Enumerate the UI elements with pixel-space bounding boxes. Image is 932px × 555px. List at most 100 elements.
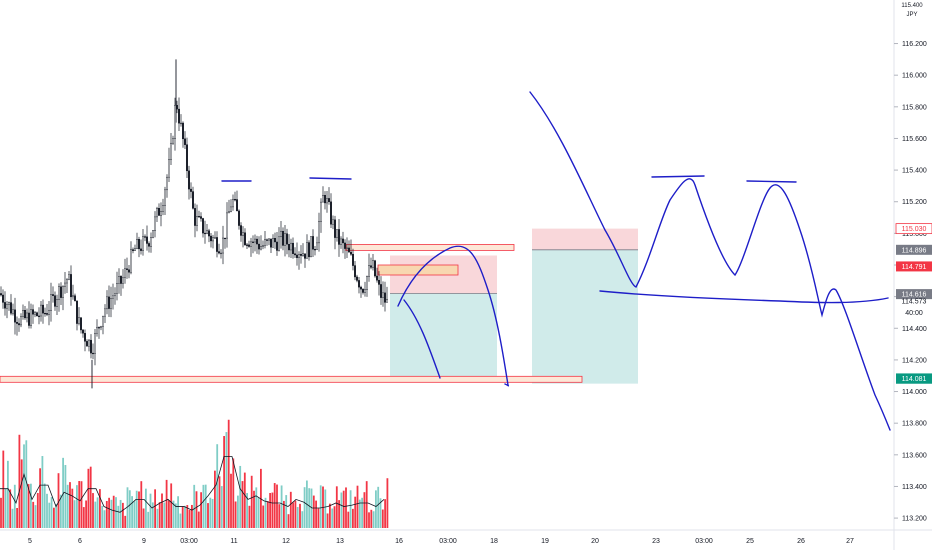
candle-body bbox=[125, 268, 128, 270]
y-tick-label: 115.600 bbox=[902, 136, 927, 143]
candle-body bbox=[382, 292, 385, 298]
y-tick-label: 115.200 bbox=[902, 199, 927, 206]
candle-body bbox=[243, 232, 246, 246]
volume-bar bbox=[4, 488, 7, 528]
candle-body bbox=[161, 205, 164, 212]
candle-body bbox=[28, 312, 31, 326]
candle-body bbox=[121, 277, 124, 284]
price-tag-label: 115.030 bbox=[902, 226, 927, 233]
volume-bar bbox=[273, 483, 276, 528]
y-tick-label: 113.800 bbox=[902, 421, 927, 428]
volume-bar bbox=[191, 504, 193, 528]
candle-body bbox=[378, 279, 381, 285]
volume-bar bbox=[87, 468, 90, 528]
candle-body bbox=[302, 253, 305, 256]
candle-body bbox=[278, 236, 281, 251]
volume-bar bbox=[352, 508, 354, 528]
candle-body bbox=[358, 280, 361, 288]
candle-body bbox=[209, 235, 212, 242]
y-tick-label: 115.000 bbox=[902, 231, 927, 238]
volume-bar bbox=[53, 507, 55, 528]
candle-body bbox=[187, 170, 190, 190]
volume-bar bbox=[122, 502, 124, 528]
candle-body bbox=[350, 251, 353, 255]
candle-body bbox=[282, 230, 285, 246]
volume-bar bbox=[73, 500, 76, 528]
volume-bar bbox=[39, 468, 41, 528]
volume-bar bbox=[147, 511, 150, 528]
candle-body bbox=[292, 242, 295, 254]
candle-body bbox=[54, 295, 57, 307]
volume-bar bbox=[149, 493, 152, 528]
volume-bar bbox=[85, 500, 87, 528]
volume-bar bbox=[315, 500, 317, 528]
price-tag-label: 40:00 bbox=[905, 310, 923, 317]
candle-body bbox=[183, 138, 186, 145]
volume-bar bbox=[218, 476, 221, 528]
volume-bar bbox=[211, 498, 214, 528]
candle-body bbox=[266, 239, 269, 241]
candle-body bbox=[181, 122, 184, 140]
candle-body bbox=[258, 243, 261, 250]
price-tag-label: 114.896 bbox=[902, 247, 927, 254]
stop-zone bbox=[532, 228, 638, 250]
volume-bars bbox=[0, 419, 389, 528]
candle-body bbox=[247, 244, 250, 247]
volume-bar bbox=[204, 484, 207, 528]
candle-body bbox=[334, 219, 337, 238]
volume-bar bbox=[9, 489, 12, 528]
volume-bar bbox=[55, 503, 58, 528]
volume-bar bbox=[154, 489, 156, 528]
y-tick-label: 113.600 bbox=[902, 452, 927, 459]
volume-bar bbox=[188, 509, 191, 528]
candle-body bbox=[312, 236, 315, 250]
x-tick-label: 12 bbox=[282, 538, 290, 545]
volume-bar bbox=[195, 491, 198, 528]
volume-bar bbox=[0, 497, 2, 528]
candle-body bbox=[346, 247, 349, 249]
x-tick-label: 5 bbox=[28, 538, 32, 545]
volume-bar bbox=[338, 500, 340, 528]
candle-body bbox=[30, 309, 33, 326]
volume-bar bbox=[156, 508, 159, 528]
volume-bar bbox=[225, 432, 228, 528]
volume-bar bbox=[257, 497, 260, 528]
candle-body bbox=[370, 265, 373, 268]
candle-body bbox=[300, 254, 303, 256]
candle-body bbox=[105, 296, 108, 310]
x-tick-label: 03:00 bbox=[695, 538, 713, 545]
candle-body bbox=[40, 304, 43, 317]
candle-body bbox=[46, 313, 49, 315]
volume-ma-line bbox=[0, 456, 385, 513]
price-tag-label: 114.081 bbox=[902, 376, 927, 383]
candle-body bbox=[77, 317, 80, 324]
candle-body bbox=[42, 304, 45, 314]
volume-bar bbox=[2, 450, 5, 528]
candle-body bbox=[147, 243, 150, 247]
volume-bar bbox=[34, 505, 37, 528]
volume-bar bbox=[131, 496, 133, 528]
price-tag-bg bbox=[896, 244, 932, 255]
volume-bar bbox=[23, 444, 25, 528]
volume-bar bbox=[174, 503, 177, 528]
candle-body bbox=[338, 229, 341, 245]
candle-body bbox=[294, 253, 297, 256]
candle-body bbox=[52, 294, 55, 296]
volume-bar bbox=[108, 497, 110, 528]
volume-bar bbox=[135, 490, 138, 528]
volume-bar bbox=[363, 492, 366, 528]
supply-zone-box bbox=[377, 264, 459, 276]
candle-body bbox=[274, 238, 277, 243]
candle-body bbox=[133, 248, 136, 251]
candle-body bbox=[298, 254, 301, 258]
candle-body bbox=[5, 304, 8, 309]
volume-bar bbox=[46, 493, 48, 528]
drawn-line bbox=[309, 177, 352, 180]
volume-bar bbox=[57, 473, 60, 528]
drawn-line bbox=[403, 299, 441, 379]
volume-bar bbox=[308, 488, 311, 528]
x-tick-label: 13 bbox=[336, 538, 344, 545]
price-axis[interactable] bbox=[894, 0, 932, 550]
candle-body bbox=[169, 142, 172, 160]
volume-bar bbox=[331, 508, 334, 528]
